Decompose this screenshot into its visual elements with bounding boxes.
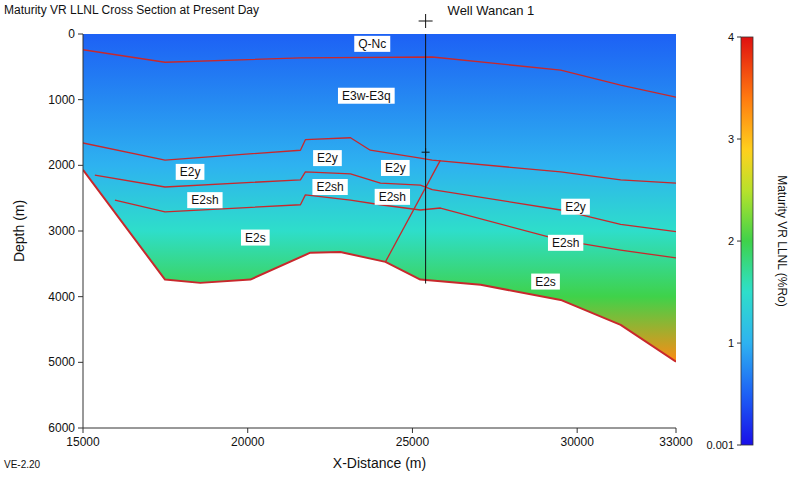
- label-background: [561, 199, 590, 215]
- y-tick-label: 3000: [48, 224, 75, 238]
- well-path: [425, 34, 426, 284]
- label-background: [338, 88, 395, 104]
- y-tick-label: 0: [68, 27, 75, 41]
- layer-label-text: E2y: [565, 200, 586, 214]
- x-tick-label: 30000: [560, 435, 594, 449]
- layer-label-text: E2sh: [191, 193, 218, 207]
- x-tick-label: 20000: [231, 435, 265, 449]
- y-tick: [78, 99, 83, 100]
- label-background: [313, 150, 342, 166]
- horizon: [83, 138, 676, 183]
- layer-label: E2sh: [187, 192, 222, 208]
- layer-label: E2s: [531, 274, 560, 290]
- x-tick: [247, 428, 248, 433]
- layer-label: E2y: [381, 160, 410, 176]
- layer-label: E2sh: [312, 179, 347, 195]
- colorbar-tick-label: 3: [728, 133, 734, 145]
- well-marker: [422, 148, 430, 156]
- label-background: [176, 164, 205, 180]
- y-tick-label: 5000: [48, 355, 75, 369]
- y-tick: [78, 165, 83, 166]
- y-tick-label: 4000: [48, 290, 75, 304]
- y-tick: [78, 428, 83, 429]
- y-tick: [78, 34, 83, 35]
- layer-label-text: E2s: [535, 275, 556, 289]
- y-tick: [78, 231, 83, 232]
- layer-label-text: E2sh: [379, 190, 406, 204]
- layer-label-text: E2y: [317, 151, 338, 165]
- colorbar-tick-label: 4: [728, 31, 734, 43]
- colorbar-bar: [741, 37, 753, 445]
- axes: 0 1000 2000 3000 4000 5000 600015000 20000 25000…: [11, 27, 693, 471]
- maturity-fill: [83, 34, 676, 362]
- x-tick-label: 33000: [659, 435, 693, 449]
- layer-label-text: E2y: [385, 161, 406, 175]
- layer-label-text: Q-Nc: [358, 37, 386, 51]
- layer-label: E2sh: [375, 189, 410, 205]
- plot-area: [83, 34, 676, 362]
- layer-label: E2y: [313, 150, 342, 166]
- colorbar-tick: [737, 37, 741, 38]
- horizon: [95, 172, 676, 232]
- annotation: VE-2.20: [4, 459, 41, 470]
- well-head: [419, 14, 433, 28]
- y-tick-label: 1000: [48, 93, 75, 107]
- layer-label: E3w-E3q: [338, 88, 395, 104]
- colorbar-tick-label: 0.001: [706, 439, 734, 451]
- y-tick: [78, 296, 83, 297]
- colorbar-tick: [737, 139, 741, 140]
- colorbar-tick: [737, 241, 741, 242]
- layer-label: E2sh: [548, 235, 583, 251]
- y-tick: [78, 362, 83, 363]
- label-background: [381, 160, 410, 176]
- title: Maturity VR LLNL Cross Section at Presen…: [4, 3, 259, 17]
- x-tick: [412, 428, 413, 433]
- layer-label: E2s: [241, 230, 270, 246]
- colorbar-title: Maturity VR LLNL (%Ro): [775, 175, 789, 307]
- label-background: [187, 192, 222, 208]
- chart: Well Wancan 1 Q-Nc E3w-E3q E2y E2sh E2s E2y E2s…: [0, 0, 791, 478]
- colorbar-tick: [737, 445, 741, 446]
- layer-labels: Q-Nc E3w-E3q E2y E2sh E2s E2y E2sh E2y E2sh E2y E2…: [176, 36, 590, 290]
- x-tick: [676, 428, 677, 433]
- well-label: Well Wancan 1: [448, 3, 535, 18]
- colorbar-tick: [737, 343, 741, 344]
- label-background: [354, 36, 390, 52]
- layer-label-text: E2s: [245, 231, 266, 245]
- horizon: [83, 170, 676, 362]
- label-background: [548, 235, 583, 251]
- layer-label-text: E3w-E3q: [342, 89, 391, 103]
- label-background: [241, 230, 270, 246]
- label-background: [375, 189, 410, 205]
- y-tick-label: 6000: [48, 421, 75, 435]
- layer-label: E2y: [561, 199, 590, 215]
- y-axis-title: Depth (m): [11, 200, 27, 262]
- layer-label: Q-Nc: [354, 36, 390, 52]
- label-background: [531, 274, 560, 290]
- colorbar-tick-label: 2: [728, 235, 734, 247]
- x-tick: [83, 428, 84, 433]
- y-tick-label: 2000: [48, 158, 75, 172]
- x-axis-line: [83, 428, 676, 429]
- layer-label: E2y: [176, 164, 205, 180]
- layer-label-text: E2y: [180, 165, 201, 179]
- layer-label-text: E2sh: [316, 180, 343, 194]
- colorbar: 0.001 1 2 3 4 Maturity VR LLNL (%Ro): [706, 31, 789, 451]
- x-axis-title: X-Distance (m): [333, 455, 426, 471]
- x-tick-label: 15000: [66, 435, 100, 449]
- layer-label-text: E2sh: [552, 236, 579, 250]
- x-tick-label: 25000: [396, 435, 430, 449]
- label-background: [312, 179, 347, 195]
- x-tick: [577, 428, 578, 433]
- colorbar-tick-label: 1: [728, 337, 734, 349]
